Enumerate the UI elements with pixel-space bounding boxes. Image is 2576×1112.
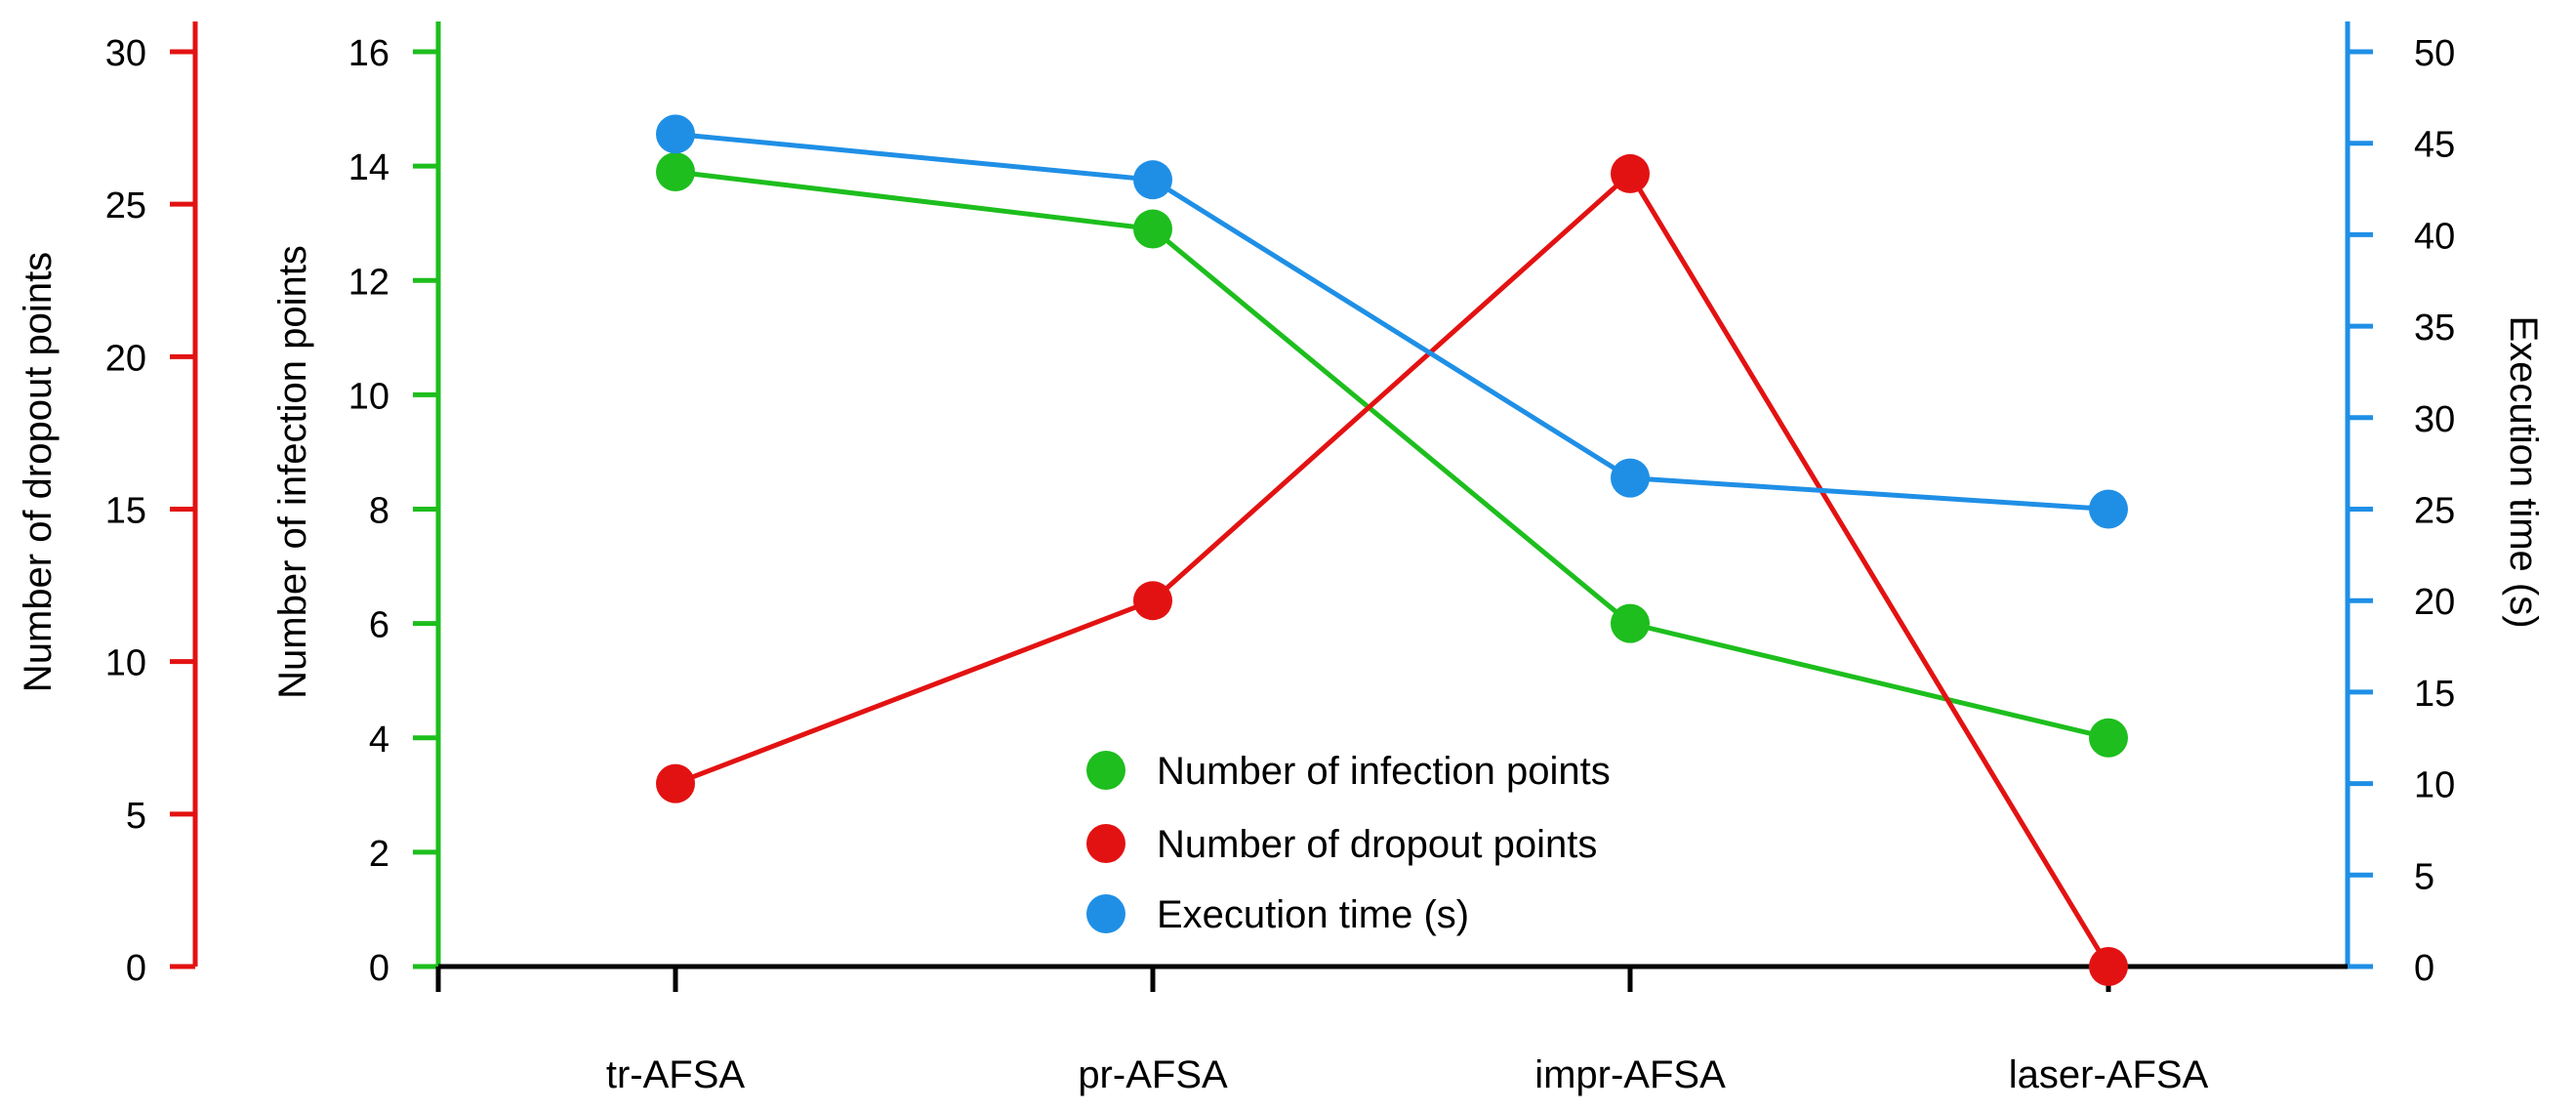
time-axis-title: Execution time (s) [2502, 315, 2545, 628]
data-point-series-0 [2089, 718, 2128, 758]
time-tick-label: 30 [2414, 399, 2455, 440]
infection-axis-title: Number of infection points [271, 245, 314, 699]
data-point-series-2 [656, 114, 695, 154]
data-point-series-2 [2089, 489, 2128, 529]
series-line-2 [675, 131, 2109, 512]
time-tick-label: 40 [2414, 216, 2455, 257]
dropout-tick-label: 10 [105, 643, 146, 684]
legend-label: Number of dropout points [1157, 823, 1597, 866]
dropout-tick-label: 20 [105, 338, 146, 379]
x-tick-label: laser-AFSA [2009, 1053, 2209, 1096]
infection-tick-label: 12 [348, 262, 389, 303]
infection-tick-label: 2 [369, 834, 389, 875]
dropout-tick-label: 0 [126, 948, 146, 989]
dropout-tick-label: 25 [105, 185, 146, 227]
legend-item: Execution time (s) [1086, 893, 1469, 936]
series-line-0 [675, 169, 2109, 741]
infection-tick-label: 16 [348, 33, 389, 74]
legend-label: Execution time (s) [1157, 893, 1469, 936]
infection-tick-label: 10 [348, 376, 389, 417]
dropout-tick-label: 5 [126, 796, 146, 837]
time-tick-label: 45 [2414, 125, 2455, 166]
data-point-series-1 [1611, 153, 1650, 193]
data-point-series-2 [1611, 458, 1650, 498]
dropout-axis-title: Number of dropout points [17, 252, 60, 692]
infection-tick-label: 14 [348, 147, 389, 188]
time-tick-label: 50 [2414, 33, 2455, 74]
time-tick-label: 0 [2414, 948, 2434, 989]
legend-item: Number of dropout points [1086, 823, 1597, 866]
data-point-series-2 [1133, 160, 1172, 200]
legend-item: Number of infection points [1086, 750, 1611, 793]
data-point-series-1 [656, 763, 695, 803]
legend-label: Number of infection points [1157, 750, 1611, 793]
dropout-tick-label: 15 [105, 491, 146, 532]
series-layer [656, 114, 2128, 986]
axes-layer: 0 5 10 15 20 25 30 Number of dropout points 0 2 4 6… [17, 21, 2545, 1096]
legend-marker [1086, 751, 1125, 790]
data-point-series-1 [2089, 947, 2128, 986]
infection-tick-label: 6 [369, 605, 389, 646]
time-tick-label: 5 [2414, 856, 2434, 897]
data-point-series-0 [1133, 209, 1172, 249]
time-tick-label: 35 [2414, 308, 2455, 349]
time-tick-label: 10 [2414, 765, 2455, 806]
legend: Number of infection points Number of drop… [1086, 750, 1611, 936]
infection-tick-label: 0 [369, 948, 389, 989]
legend-marker [1086, 824, 1125, 863]
time-tick-label: 20 [2414, 582, 2455, 623]
x-tick-label: impr-AFSA [1534, 1053, 1726, 1096]
legend-marker [1086, 894, 1125, 933]
data-point-series-0 [656, 151, 695, 191]
time-tick-label: 15 [2414, 674, 2455, 715]
dropout-tick-label: 30 [105, 33, 146, 74]
infection-tick-label: 8 [369, 491, 389, 532]
data-point-series-1 [1133, 581, 1172, 621]
x-tick-label: pr-AFSA [1078, 1053, 1228, 1096]
data-point-series-0 [1611, 603, 1650, 643]
time-tick-label: 25 [2414, 491, 2455, 532]
x-tick-label: tr-AFSA [606, 1053, 746, 1096]
series-line-1 [675, 171, 2111, 968]
infection-tick-label: 4 [369, 720, 389, 761]
